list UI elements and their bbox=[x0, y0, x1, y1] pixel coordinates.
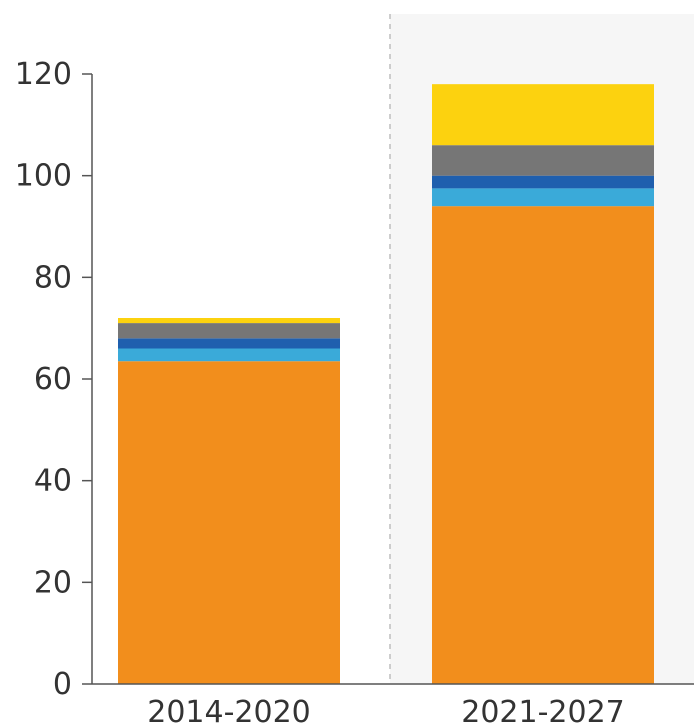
bar-segment-2014-2020-s5 bbox=[118, 318, 340, 324]
bars bbox=[118, 84, 654, 684]
x-category-label: 2014-2020 bbox=[147, 695, 311, 726]
y-axis-ticks: 0 20 40 60 80 100 120 bbox=[15, 57, 92, 702]
bar-segment-2021-2027-s4 bbox=[432, 145, 654, 176]
x-category-label: 2021-2027 bbox=[461, 695, 625, 726]
bar-segment-2021-2027-s3 bbox=[432, 175, 654, 189]
bar-segment-2014-2020-s4 bbox=[118, 323, 340, 339]
bar-segment-2021-2027-s5 bbox=[432, 84, 654, 146]
y-tick-label: 60 bbox=[34, 362, 72, 397]
bar-segment-2014-2020-s1 bbox=[118, 361, 340, 684]
y-tick-label: 120 bbox=[15, 57, 72, 92]
bar-segment-2021-2027-s1 bbox=[432, 206, 654, 684]
y-tick-label: 0 bbox=[53, 667, 72, 702]
y-tick-label: 40 bbox=[34, 464, 72, 499]
y-tick-label: 80 bbox=[34, 260, 72, 295]
bar-segment-2014-2020-s3 bbox=[118, 338, 340, 349]
bar-segment-2021-2027-s2 bbox=[432, 188, 654, 207]
x-axis-labels: 2014-2020 2021-2027 bbox=[147, 695, 625, 726]
y-tick-label: 20 bbox=[34, 565, 72, 600]
y-tick-label: 100 bbox=[15, 159, 72, 194]
bar-segment-2014-2020-s2 bbox=[118, 348, 340, 362]
